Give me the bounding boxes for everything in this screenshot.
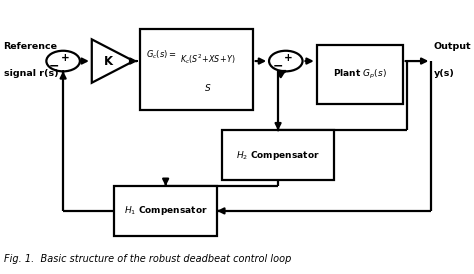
FancyBboxPatch shape	[222, 130, 334, 180]
Text: Reference: Reference	[4, 42, 58, 51]
Text: $H_1$ Compensator: $H_1$ Compensator	[124, 204, 208, 217]
FancyBboxPatch shape	[140, 28, 253, 110]
Text: Plant $G_p(s)$: Plant $G_p(s)$	[333, 68, 386, 81]
Text: y(s): y(s)	[434, 69, 455, 78]
Text: Fig. 1.  Basic structure of the robust deadbeat control loop: Fig. 1. Basic structure of the robust de…	[4, 254, 291, 264]
Text: $H_2$ Compensator: $H_2$ Compensator	[236, 149, 320, 162]
Text: −: −	[49, 60, 60, 73]
Text: Output: Output	[434, 42, 471, 51]
Text: $G_c(s)=$: $G_c(s)=$	[146, 48, 176, 61]
FancyBboxPatch shape	[317, 45, 402, 104]
Text: +: +	[283, 53, 292, 63]
Text: $K_c(S^2\!+\!XS\!+\!Y)$: $K_c(S^2\!+\!XS\!+\!Y)$	[180, 53, 235, 66]
FancyBboxPatch shape	[114, 186, 218, 236]
Text: +: +	[61, 53, 70, 63]
Text: signal r(s): signal r(s)	[4, 69, 58, 78]
Text: K: K	[104, 55, 113, 68]
Text: $S$: $S$	[204, 82, 211, 93]
Text: −: −	[273, 60, 283, 73]
